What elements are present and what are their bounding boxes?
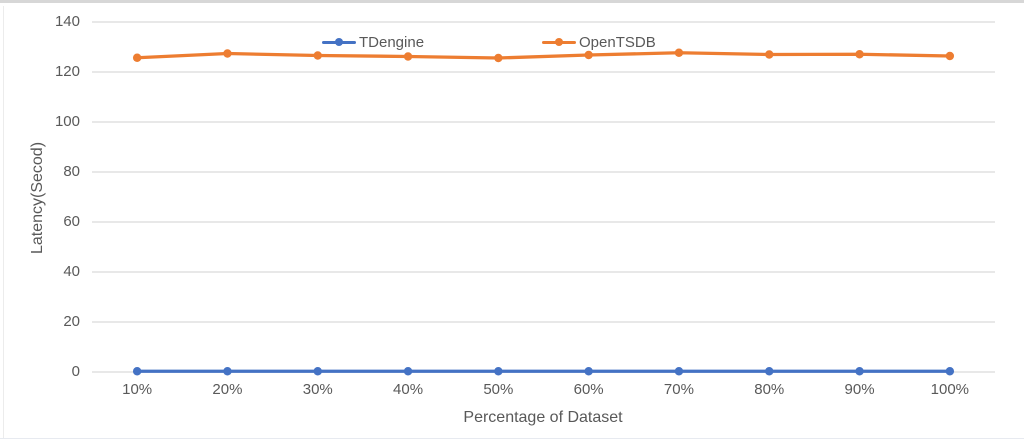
y-tick-label: 40 — [63, 263, 80, 280]
y-tick-label: 100 — [54, 113, 80, 130]
data-point-opentsdb — [403, 52, 413, 61]
y-tick-label: 0 — [71, 363, 80, 380]
opentsdb-line-marker-icon — [542, 37, 576, 47]
legend-label-opentsdb: OpenTSDB — [579, 33, 656, 51]
legend-item-tdengine[interactable]: TDengine — [322, 33, 424, 51]
data-point-opentsdb — [674, 48, 684, 57]
x-tick-label: 30% — [302, 381, 333, 398]
window-top-edge — [0, 0, 1024, 3]
data-point-opentsdb — [313, 51, 322, 60]
data-point-opentsdb — [494, 53, 503, 63]
data-point-opentsdb — [765, 50, 774, 59]
legend-label-tdengine: TDengine — [359, 33, 425, 51]
data-point-tdengine — [223, 367, 232, 376]
data-point-tdengine — [313, 367, 322, 376]
x-tick-label: 90% — [844, 381, 875, 398]
data-point-opentsdb — [855, 50, 864, 59]
data-point-tdengine — [674, 367, 684, 376]
x-tick-label: 80% — [754, 381, 785, 398]
y-tick-label: 140 — [54, 13, 80, 30]
x-tick-label: 60% — [573, 381, 604, 398]
chart-frame-bottom — [0, 438, 1024, 439]
data-point-tdengine — [403, 367, 413, 376]
data-point-tdengine — [855, 367, 864, 376]
data-point-tdengine — [132, 367, 142, 376]
data-point-tdengine — [584, 367, 593, 376]
x-tick-label: 20% — [212, 381, 243, 398]
y-axis-title-text: Latency(Secod) — [29, 141, 46, 255]
legend-item-opentsdb[interactable]: OpenTSDB — [542, 33, 656, 51]
data-point-tdengine — [765, 367, 774, 376]
data-point-opentsdb — [223, 49, 232, 58]
x-tick-label: 10% — [122, 381, 153, 398]
x-tick-label: 70% — [663, 381, 694, 398]
y-tick-label: 60 — [63, 213, 80, 230]
data-point-opentsdb — [584, 50, 593, 60]
y-tick-label: 20 — [63, 313, 80, 330]
x-tick-label: 100% — [930, 381, 970, 398]
data-point-tdengine — [945, 367, 955, 376]
y-tick-label: 80 — [63, 163, 80, 180]
x-axis-title: Percentage of Dataset — [463, 409, 623, 426]
data-point-opentsdb — [132, 53, 142, 62]
x-tick-label: 40% — [393, 381, 424, 398]
y-tick-label: 120 — [54, 63, 80, 80]
data-point-opentsdb — [945, 51, 955, 61]
data-point-tdengine — [494, 367, 503, 376]
tdengine-line-marker-icon — [322, 37, 356, 47]
series-line-opentsdb — [135, 51, 952, 60]
chart-frame-left — [3, 6, 4, 439]
x-tick-label: 50% — [483, 381, 514, 398]
